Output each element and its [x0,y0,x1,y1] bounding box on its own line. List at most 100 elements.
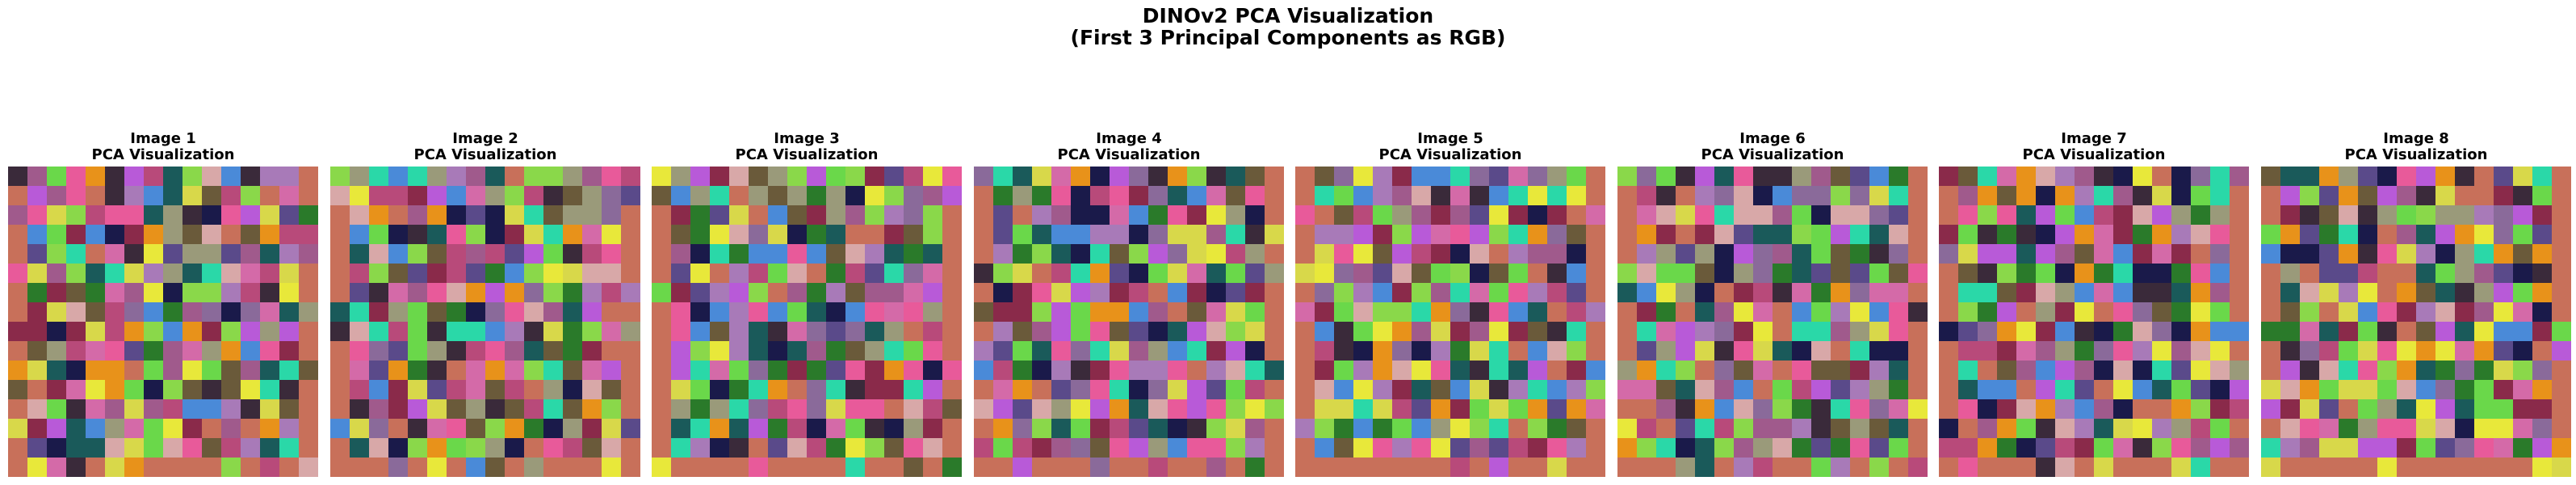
patch [710,264,730,284]
patch [2319,361,2339,381]
patch [2474,302,2494,323]
patch [1978,264,1998,284]
patch [330,419,350,439]
patch [1656,225,1676,245]
pca-patch-grid [2261,167,2571,477]
patch [1811,341,1831,361]
patch [47,419,67,439]
patch [447,302,467,323]
patch [1373,264,1393,284]
patch [807,264,827,284]
patch [2474,225,2494,245]
patch [1373,244,1393,264]
patch [1470,361,1490,381]
patch [2210,186,2230,206]
patch [1315,225,1335,245]
patch [2036,264,2056,284]
patch [974,264,994,284]
patch [690,438,711,458]
patch [1753,167,1773,187]
patch [2113,380,2133,400]
patch [1586,225,1605,245]
patch [260,458,280,477]
patch [2416,264,2436,284]
patch [1187,244,1207,264]
patch [1997,341,2017,361]
patch [183,225,203,245]
patch [865,341,885,361]
patch [1528,264,1548,284]
patch [1547,264,1567,284]
patch [729,302,749,323]
patch [369,458,389,477]
patch [749,419,769,439]
patch [1869,322,1890,342]
patch [2532,322,2553,342]
patch [2191,186,2211,206]
patch [2339,399,2359,420]
patch [2152,205,2172,226]
patch [2474,399,2494,420]
patch [904,399,924,420]
patch [1148,244,1168,264]
patch [2494,399,2514,420]
patch [241,244,261,264]
patch [2377,205,2398,226]
patch [1637,167,1657,187]
patch [563,341,583,361]
patch [2280,264,2301,284]
patch [2416,399,2436,420]
patch [1110,458,1130,477]
patch [202,419,222,439]
patch [2474,205,2494,226]
patch [2036,438,2056,458]
patch [1637,186,1657,206]
patch [1773,302,1793,323]
patch [768,186,788,206]
patch [350,167,370,187]
patch [602,438,622,458]
patch [729,399,749,420]
patch [807,399,827,420]
panel-title-line1: Image 4 [974,131,1284,147]
patch [1889,341,1909,361]
patch [710,186,730,206]
patch [2133,458,2153,477]
patch [884,361,904,381]
patch [1431,205,1451,226]
patch [2152,167,2172,187]
patch [1187,264,1207,284]
patch [466,264,486,284]
patch [1090,458,1110,477]
patch [2280,167,2301,187]
patch [1450,361,1471,381]
patch [729,419,749,439]
patch [2397,438,2417,458]
patch [1129,438,1149,458]
patch [904,244,924,264]
patch [1637,225,1657,245]
patch [299,341,318,361]
patch [2133,322,2153,342]
figure-title: DINOv2 PCA Visualization (First 3 Princi… [0,5,2576,48]
patch [652,380,672,400]
patch [1939,341,1959,361]
patch [1245,167,1265,187]
patch [8,244,28,264]
patch [1353,205,1374,226]
patch [466,244,486,264]
patch [807,225,827,245]
patch [350,283,370,303]
patch [582,283,602,303]
patch [2513,419,2533,439]
patch [2133,167,2153,187]
patch [1071,244,1091,264]
patch [299,283,318,303]
patch [447,380,467,400]
patch [1586,264,1605,284]
patch [1450,264,1471,284]
patch [8,205,28,226]
patch [904,380,924,400]
patch [369,399,389,420]
patch [2133,438,2153,458]
